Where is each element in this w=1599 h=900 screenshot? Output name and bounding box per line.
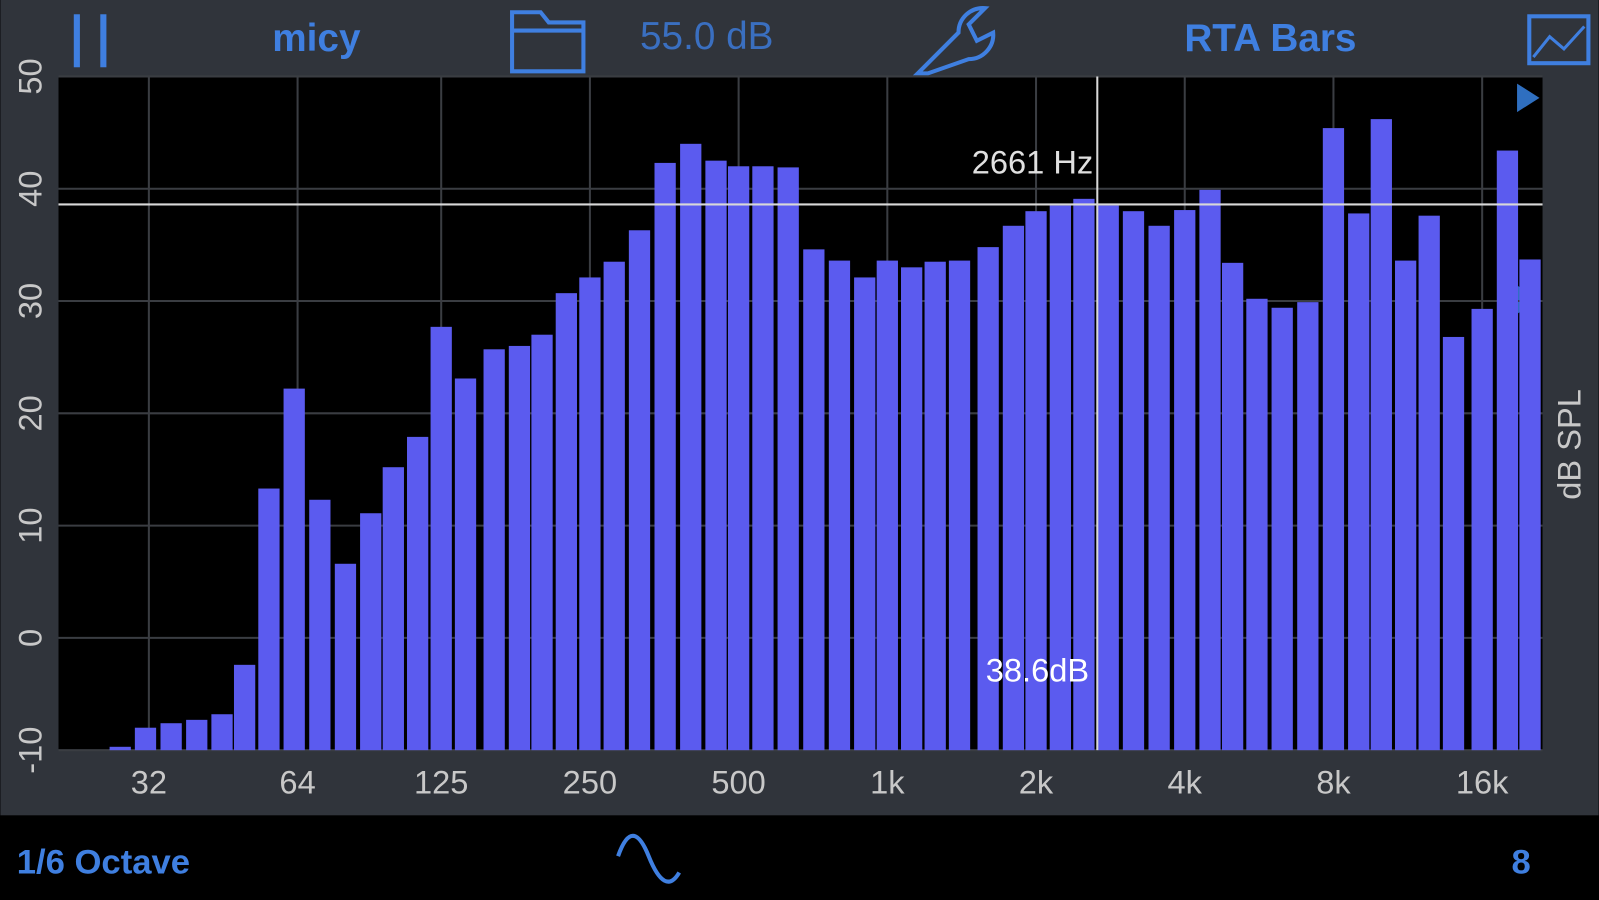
bar [727,166,750,751]
bar [1519,259,1541,751]
bar [1148,225,1170,751]
marker-handle[interactable] [1517,83,1540,113]
bar [1471,308,1493,751]
bar [1271,307,1293,751]
bar [1221,262,1244,751]
y-tick-label: 0 [12,629,49,647]
bar [134,727,157,751]
bar [680,143,702,751]
mode-selector[interactable]: RTA Bars [1184,17,1356,60]
bar [1246,298,1268,751]
bar [876,260,898,751]
x-tick-label: 2k [1019,763,1054,800]
x-tick-label: 32 [131,763,167,800]
x-tick-label: 1k [870,763,905,800]
bar [603,261,625,751]
x-tick-label: 125 [414,763,468,800]
bar [109,746,131,751]
resolution-selector[interactable]: 1/6 Octave [17,843,190,881]
bar [1348,213,1370,751]
x-tick-label: 4k [1168,763,1203,800]
bar [430,326,452,751]
bar [948,260,971,751]
x-tick-label: 16k [1456,763,1509,800]
bar [977,247,999,751]
bar [360,513,382,751]
bar [1199,189,1221,751]
cursor-frequency: 2661 Hz [972,144,1093,181]
bar [334,563,357,751]
folder-button[interactable] [510,10,586,74]
bar [454,378,477,751]
bar [211,714,233,751]
bar [579,277,601,751]
bar [1049,205,1071,751]
bar [901,267,923,751]
pause-button[interactable] [73,14,107,68]
x-tick-label: 8k [1316,763,1351,800]
bar [531,334,553,751]
bar [777,167,799,751]
x-tick-label: 250 [563,763,617,800]
bar [752,166,774,751]
y-tick-label: 50 [12,58,49,94]
y-tick-label: 40 [12,171,49,207]
bar [1122,211,1145,751]
bar [1097,205,1119,751]
bar [508,345,531,751]
bar [803,249,825,751]
bar [628,230,651,751]
bar [555,293,577,751]
x-tick-label: 500 [711,763,765,800]
level-readout: 55.0 dB [640,15,773,58]
bar [1496,150,1519,751]
bar [283,388,305,751]
bar [854,277,876,751]
source-name[interactable]: micy [272,17,361,60]
cursor-level: 38.6dB [986,651,1089,688]
bar [1370,119,1392,751]
bar [654,162,676,751]
y-tick-label: 10 [12,507,49,543]
bar [407,436,429,751]
bar [1297,302,1319,751]
settings-button[interactable] [912,6,996,76]
bar [1322,128,1345,751]
footer-bar [0,815,1599,900]
x-tick-label: 64 [279,763,315,800]
bar [1002,225,1025,751]
bar [186,719,208,751]
y-tick-label: 30 [12,283,49,319]
bar [1418,215,1440,751]
bar [233,664,256,751]
bar [1395,260,1417,751]
y-tick-label: 20 [12,395,49,431]
bar [924,261,946,751]
bar [1073,198,1095,751]
bar [160,723,182,751]
view-button[interactable] [1527,14,1591,66]
y-axis-label: dB SPL [1551,389,1588,500]
y-tick-label: -10 [12,727,49,774]
bar [483,349,505,751]
bar [828,260,851,751]
bar [258,488,280,751]
count-value[interactable]: 8 [1511,843,1530,881]
bar [1025,211,1047,751]
bar [382,467,404,751]
weighting-button[interactable] [616,834,681,884]
bar [705,160,727,751]
bar [1442,336,1465,751]
bar [1174,210,1196,751]
bar [309,499,331,751]
